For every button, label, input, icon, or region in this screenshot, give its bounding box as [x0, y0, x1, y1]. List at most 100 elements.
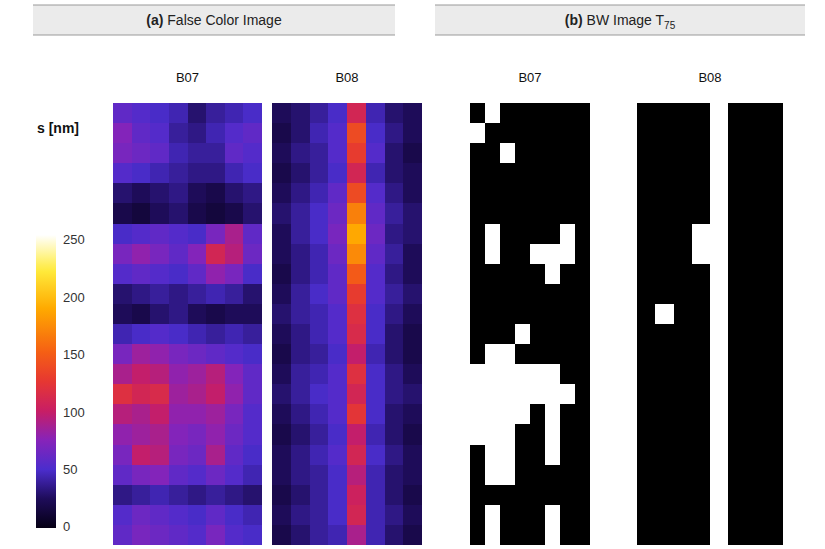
cell: [272, 123, 291, 144]
cell: [500, 364, 516, 385]
cell: [674, 344, 693, 365]
cell: [765, 324, 783, 345]
section-title: (a) False Color Image: [146, 12, 282, 28]
cell: [470, 143, 486, 164]
cell: [692, 143, 711, 164]
section-letter: (a): [146, 12, 163, 28]
cell: [545, 525, 561, 545]
cell: [366, 203, 385, 224]
cell: [347, 203, 366, 224]
cell: [485, 505, 501, 526]
cell: [206, 224, 225, 245]
cell: [132, 485, 151, 506]
cell: [272, 224, 291, 245]
cell: [113, 465, 132, 486]
cell: [515, 525, 531, 545]
cell: [470, 103, 486, 124]
cell: [243, 224, 262, 245]
cell: [560, 264, 576, 285]
cell: [637, 203, 656, 224]
cell: [206, 525, 225, 545]
cell: [385, 324, 404, 345]
cell: [188, 505, 207, 526]
cell: [150, 284, 169, 305]
cell: [225, 143, 244, 164]
panel-label: B08: [335, 70, 358, 85]
cell: [403, 384, 422, 405]
cell: [515, 364, 531, 385]
cell: [225, 525, 244, 545]
cell: [132, 424, 151, 445]
cell: [225, 203, 244, 224]
cell: [132, 264, 151, 285]
cell: [188, 284, 207, 305]
cell: [188, 244, 207, 265]
cell: [169, 183, 188, 204]
header-band: [435, 5, 805, 35]
cell: [747, 143, 766, 164]
cell: [747, 183, 766, 204]
colorbar-tick-label: 150: [63, 347, 85, 362]
cell: [728, 404, 747, 425]
cell: [674, 123, 693, 144]
cell: [485, 324, 501, 345]
cell: [272, 404, 291, 425]
cell: [470, 384, 486, 405]
cell: [291, 384, 310, 405]
cell: [291, 284, 310, 305]
cell: [243, 485, 262, 506]
header-band: [33, 5, 395, 35]
cell: [150, 485, 169, 506]
cell: [765, 284, 783, 305]
cell: [692, 264, 711, 285]
cell: [765, 183, 783, 204]
cell: [225, 485, 244, 506]
cell: [366, 103, 385, 124]
cell: [655, 344, 674, 365]
cell: [385, 465, 404, 486]
cell: [530, 404, 546, 425]
cell: [150, 424, 169, 445]
cell: [366, 123, 385, 144]
cell: [485, 103, 501, 124]
cell: [169, 143, 188, 164]
cell: [485, 264, 501, 285]
cell: [225, 224, 244, 245]
cell: [575, 364, 590, 385]
cell: [545, 163, 561, 184]
header-rule: [33, 4, 395, 5]
cell: [500, 304, 516, 325]
cell: [545, 404, 561, 425]
cell: [500, 505, 516, 526]
cell: [328, 505, 347, 526]
cell: [485, 424, 501, 445]
cell: [545, 304, 561, 325]
cell: [545, 284, 561, 305]
cell: [169, 445, 188, 466]
cell: [470, 163, 486, 184]
cell: [692, 525, 711, 545]
cell: [347, 224, 366, 245]
cell: [206, 264, 225, 285]
cell: [188, 123, 207, 144]
cell: [328, 183, 347, 204]
cell: [169, 485, 188, 506]
cell: [747, 123, 766, 144]
cell: [674, 485, 693, 506]
cell: [637, 485, 656, 506]
cell: [765, 505, 783, 526]
colorbar-tick-label: 250: [63, 232, 85, 247]
cell: [747, 364, 766, 385]
header-rule: [33, 34, 395, 35]
cell: [243, 163, 262, 184]
cell: [747, 445, 766, 466]
cell: [150, 143, 169, 164]
cell: [188, 103, 207, 124]
cell: [206, 505, 225, 526]
cell: [500, 465, 516, 486]
cell: [225, 445, 244, 466]
cell: [347, 384, 366, 405]
cell: [291, 163, 310, 184]
cell: [385, 183, 404, 204]
cell: [728, 244, 747, 265]
